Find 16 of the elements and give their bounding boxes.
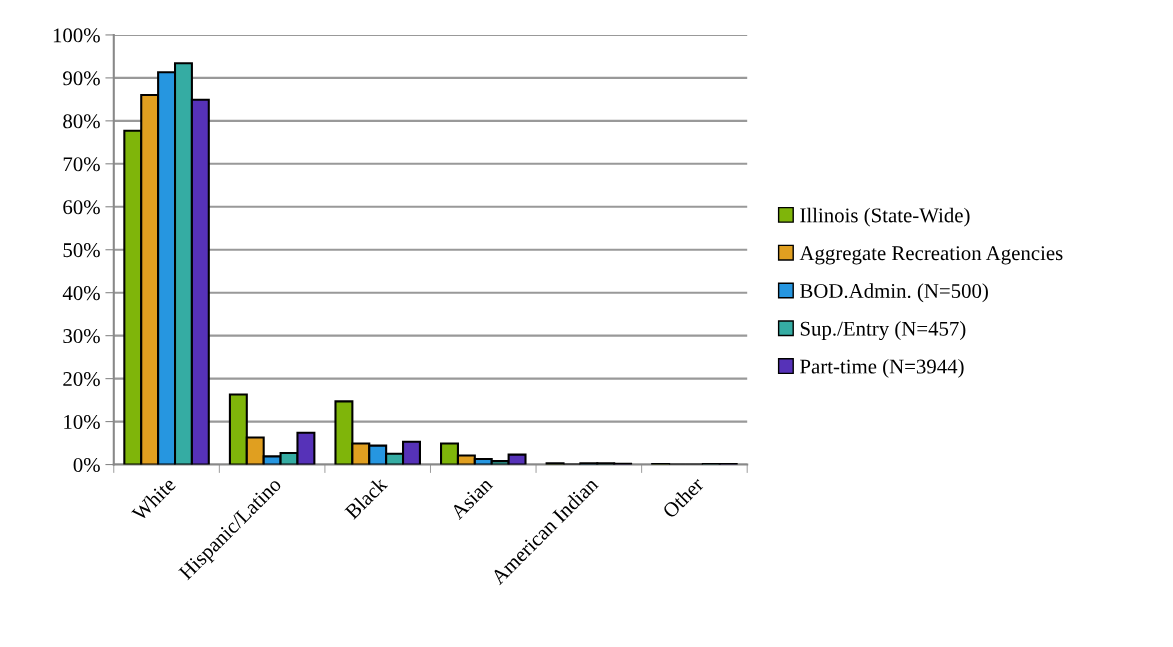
y-tick-label: 90% xyxy=(63,71,100,86)
y-tick-label: 100% xyxy=(53,28,100,43)
y-tick-label: 10% xyxy=(64,414,100,430)
legend-label: Aggregate Recreation Agencies xyxy=(799,246,1063,265)
legend-label: Illinois (State-Wide) xyxy=(800,207,970,227)
legend-label: Sup./Entry (N=457) xyxy=(800,321,966,341)
y-tick-label: 40% xyxy=(62,286,100,301)
y-tick-label: 0% xyxy=(73,457,100,473)
y-tick-label: 70% xyxy=(63,157,100,172)
y-tick-label: 30% xyxy=(63,329,100,344)
y-tick-label: 50% xyxy=(63,243,100,258)
y-tick-label: 60% xyxy=(63,200,100,215)
legend-label: Part-time (N=3944) xyxy=(800,358,964,378)
legend-label: BOD.Admin. (N=500) xyxy=(800,283,988,303)
y-tick-label: 20% xyxy=(63,372,100,387)
y-tick-label: 80% xyxy=(63,114,100,129)
